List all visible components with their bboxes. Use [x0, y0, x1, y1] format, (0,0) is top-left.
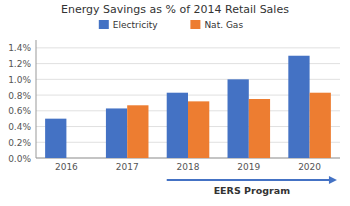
- bar: [310, 93, 331, 158]
- bar: [249, 99, 270, 158]
- y-tick-label: 0.2%: [8, 138, 31, 148]
- bars: [45, 56, 331, 158]
- y-tick-label: 1.4%: [8, 43, 31, 53]
- y-tick-label: 1.2%: [8, 59, 31, 69]
- y-axis-line: [36, 40, 37, 158]
- title: Energy Savings as % of 2014 Retail Sales: [61, 3, 289, 16]
- bar: [288, 56, 309, 158]
- grid: [36, 48, 340, 158]
- bar: [167, 93, 188, 158]
- y-tick-label: 0.4%: [8, 122, 31, 132]
- bar: [106, 108, 127, 158]
- bar: [228, 79, 249, 158]
- y-tick-label: 0.6%: [8, 106, 31, 116]
- legend: Electricity Nat. Gas: [99, 20, 244, 30]
- bar: [45, 119, 66, 158]
- x-tick-label: 2020: [298, 162, 321, 172]
- y-tick-label: 0.8%: [8, 91, 31, 101]
- x-tick-label: 2019: [237, 162, 260, 172]
- legend-label: Electricity: [113, 20, 158, 30]
- chart: Energy Savings as % of 2014 Retail Sales…: [0, 0, 350, 206]
- y-tick-label: 0.0%: [8, 154, 31, 164]
- annotation: EERS Program: [214, 185, 291, 196]
- grid-line: [36, 47, 340, 48]
- bar: [127, 105, 148, 158]
- legend-swatch: [99, 20, 109, 29]
- x-tick-label: 2018: [177, 162, 200, 172]
- annotation-arrow: [167, 179, 331, 181]
- x-tick-label: 2016: [55, 162, 78, 172]
- bar: [188, 101, 209, 158]
- legend-label: Nat. Gas: [204, 20, 243, 30]
- legend-swatch: [190, 20, 200, 29]
- y-tick-label: 1.0%: [8, 75, 31, 85]
- x-tick-label: 2017: [116, 162, 139, 172]
- annotation-arrowhead: [329, 176, 337, 184]
